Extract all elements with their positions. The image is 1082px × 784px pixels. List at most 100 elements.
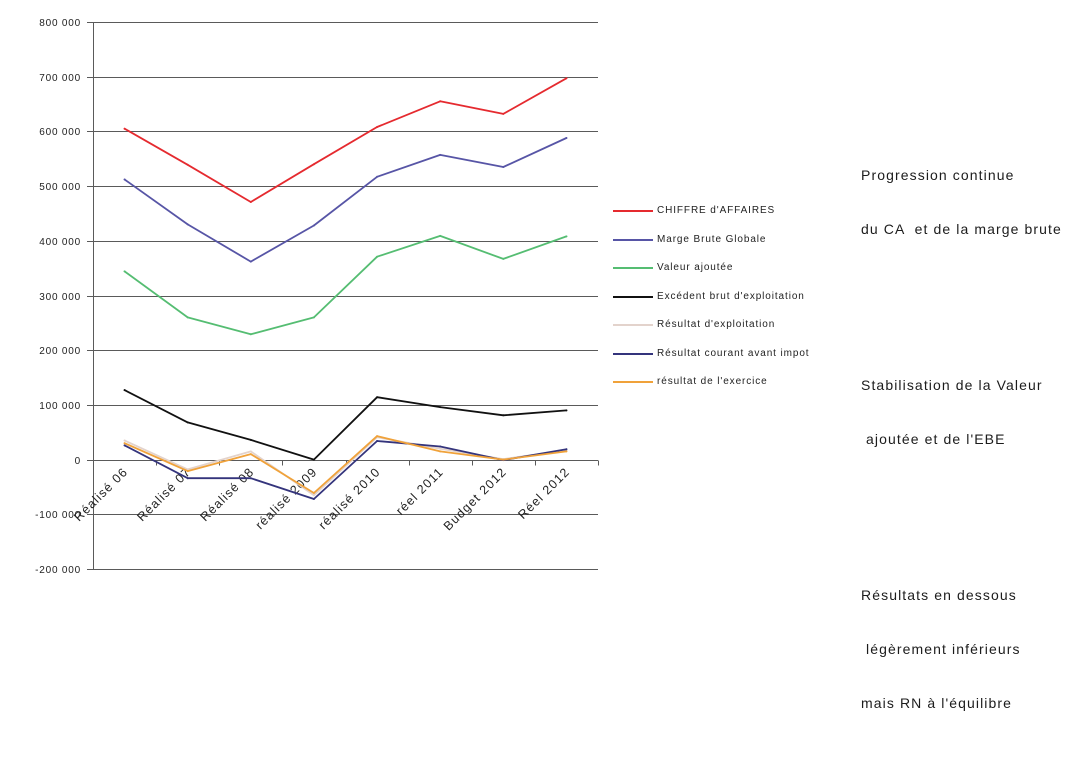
chart-canvas: 800 000 700 000 600 000 500 000 400 000 300 0… bbox=[35, 18, 1061, 711]
data-point bbox=[249, 453, 252, 456]
legend-swatch bbox=[613, 210, 653, 213]
data-point bbox=[312, 458, 315, 461]
legend-item-excedent-brut-d-exploitation: Excédent brut d'exploitation bbox=[613, 283, 810, 312]
legend-item-resultat-d-exploitation: Résultat d'exploitation bbox=[613, 311, 810, 340]
y-tick-label: -200 000 bbox=[35, 565, 81, 573]
legend-label: Valeur ajoutée bbox=[657, 262, 734, 274]
note-paragraph-results: Résultats en dessous légèrement inférieu… bbox=[861, 550, 1062, 748]
excedent-brut-d-exploitation-line bbox=[123, 389, 568, 461]
x-tick-label: Réalisé 06 bbox=[71, 465, 130, 524]
data-point bbox=[439, 153, 442, 156]
data-point bbox=[376, 175, 379, 178]
note-line: du CA et de la marge brute bbox=[861, 221, 1062, 237]
y-tick-label: 200 000 bbox=[39, 346, 81, 357]
data-point bbox=[565, 450, 568, 453]
data-point bbox=[312, 494, 315, 497]
data-point bbox=[502, 458, 505, 461]
data-point bbox=[376, 435, 379, 438]
data-point bbox=[123, 389, 126, 392]
y-tick-label: 0 bbox=[75, 456, 81, 467]
data-point bbox=[249, 450, 252, 453]
legend-label: Marge Brute Globale bbox=[657, 233, 767, 245]
data-point bbox=[123, 439, 126, 442]
y-tick-label: -100 000 bbox=[35, 510, 81, 521]
legend-swatch bbox=[613, 295, 653, 298]
note-line: légèrement inférieurs bbox=[861, 641, 1021, 657]
data-point bbox=[439, 445, 442, 448]
data-point bbox=[123, 178, 126, 181]
data-point bbox=[565, 448, 568, 451]
x-tick-label: réel 2011 bbox=[393, 465, 446, 518]
x-tick-label: Budget 2012 bbox=[441, 465, 510, 534]
legend-swatch bbox=[613, 238, 653, 241]
note-line: mais RN à l'équilibre bbox=[861, 695, 1013, 711]
data-point bbox=[502, 166, 505, 168]
data-point bbox=[565, 235, 568, 238]
gridlines bbox=[87, 22, 598, 570]
data-point bbox=[376, 396, 379, 399]
note-paragraph-stabilisation: Stabilisation de la Valeur ajoutée et de… bbox=[861, 340, 1062, 484]
legend-swatch bbox=[613, 267, 653, 270]
series-chiffre-d-affaires bbox=[123, 77, 568, 203]
data-point bbox=[565, 77, 568, 80]
data-point bbox=[502, 414, 505, 417]
y-tick-label: 400 000 bbox=[39, 237, 81, 248]
legend-item-marge-brute-globale: Marge Brute Globale bbox=[613, 226, 810, 255]
data-point bbox=[123, 442, 126, 445]
chiffre-d-affaires-line bbox=[123, 77, 568, 203]
line-chart: 800 000 700 000 600 000 500 000 400 000 300 0… bbox=[35, 18, 599, 573]
y-tick-label: 600 000 bbox=[39, 127, 81, 138]
data-point bbox=[376, 255, 379, 258]
data-point bbox=[249, 438, 252, 441]
legend-item-resultat-courant-avant-impot: Résultat courant avant impot bbox=[613, 340, 810, 369]
data-point bbox=[123, 270, 126, 273]
data-point bbox=[186, 163, 189, 166]
data-point bbox=[439, 234, 442, 237]
legend-item-valeur-ajoutee: Valeur ajoutée bbox=[613, 254, 810, 283]
legend-label: résultat de l'exercice bbox=[657, 376, 768, 388]
data-point bbox=[439, 406, 442, 409]
x-axis: Réalisé 06 Réalisé 07 Réalisé 08 réalisé 20… bbox=[71, 460, 599, 534]
valeur-ajoutee-line bbox=[123, 234, 568, 336]
legend: CHIFFRE d'AFFAIRES Marge Brute Globale Val… bbox=[613, 197, 810, 397]
legend-label: Résultat d'exploitation bbox=[657, 319, 776, 331]
note-line: Progression continue bbox=[861, 167, 1015, 183]
data-point bbox=[312, 224, 315, 227]
series-marge-brute-globale bbox=[123, 137, 568, 263]
data-point bbox=[186, 316, 189, 319]
data-point bbox=[186, 470, 189, 473]
data-point bbox=[123, 127, 126, 130]
data-point bbox=[249, 201, 252, 203]
y-tick-label: 700 000 bbox=[39, 73, 81, 84]
data-point bbox=[123, 444, 126, 447]
data-point bbox=[312, 316, 315, 319]
resultat-de-l-exercice-line bbox=[123, 435, 568, 494]
data-point bbox=[186, 421, 189, 424]
y-tick-label: 100 000 bbox=[39, 401, 81, 412]
data-point bbox=[249, 333, 252, 336]
note-paragraph-growth: Progression continue du CA et de la marg… bbox=[861, 130, 1062, 274]
legend-swatch bbox=[613, 324, 653, 327]
legend-swatch bbox=[613, 352, 653, 355]
x-tick-label: Réalisé 08 bbox=[197, 465, 256, 524]
data-point bbox=[565, 137, 568, 139]
x-tick-label: Réalisé 07 bbox=[134, 465, 193, 524]
data-point bbox=[186, 223, 189, 226]
note-line: Stabilisation de la Valeur bbox=[861, 377, 1043, 393]
y-tick-label: 500 000 bbox=[39, 182, 81, 193]
data-point bbox=[312, 163, 315, 166]
data-point bbox=[502, 257, 505, 260]
series-excedent-brut-d-exploitation bbox=[123, 389, 568, 461]
data-point bbox=[376, 440, 379, 442]
data-point bbox=[439, 100, 442, 103]
commentary-box: Progression continue du CA et de la marg… bbox=[861, 94, 1062, 784]
series-valeur-ajoutee bbox=[123, 234, 568, 336]
data-point bbox=[249, 260, 252, 263]
x-tick-label: réalisé 2010 bbox=[316, 465, 383, 532]
y-axis: 800 000 700 000 600 000 500 000 400 000 300 0… bbox=[35, 18, 94, 573]
data-point bbox=[439, 450, 442, 453]
data-point bbox=[502, 112, 505, 115]
data-point bbox=[312, 492, 315, 494]
series-resultat-de-l-exercice bbox=[123, 435, 568, 494]
data-point bbox=[376, 126, 379, 128]
